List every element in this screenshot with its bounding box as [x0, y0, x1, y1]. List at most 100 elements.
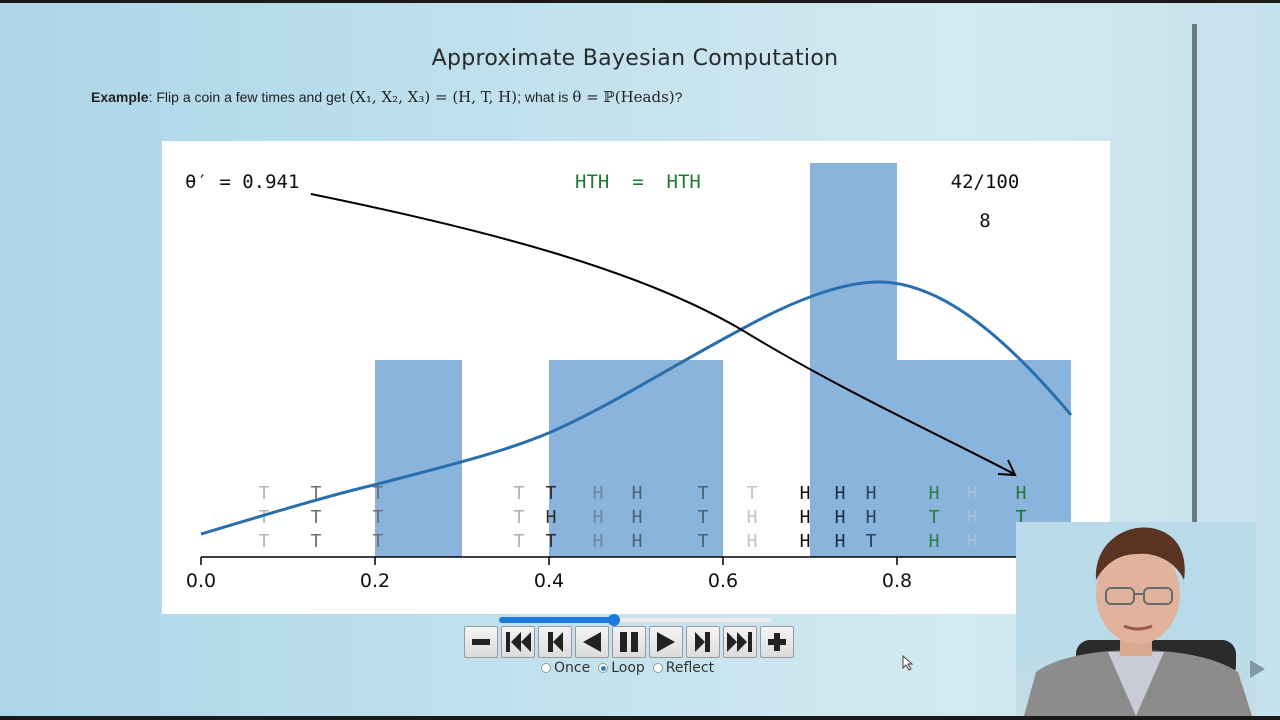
radio-once[interactable]	[541, 663, 551, 673]
proposal-arrow	[310, 193, 1015, 475]
slide-title: Approximate Bayesian Computation	[431, 46, 839, 71]
accepted-ratio: 42/100	[951, 171, 1020, 193]
svg-text:T: T	[514, 507, 525, 528]
mode-loop[interactable]: Loop	[598, 660, 645, 676]
sample-column: HHH	[632, 483, 643, 552]
svg-text:T: T	[514, 483, 525, 504]
svg-text:T: T	[698, 483, 709, 504]
next-frame-button[interactable]	[686, 626, 720, 658]
svg-text:H: H	[593, 507, 604, 528]
example-text-3: ?	[674, 89, 683, 105]
svg-text:T: T	[259, 507, 270, 528]
minus-icon	[472, 639, 490, 645]
pause-button[interactable]	[612, 626, 646, 658]
svg-text:H: H	[835, 507, 846, 528]
sample-column: TTT	[259, 483, 270, 552]
loop-mode-selector: Once Loop Reflect	[541, 660, 714, 676]
progress-slider-fill	[499, 617, 615, 623]
svg-text:T: T	[747, 483, 758, 504]
svg-text:H: H	[835, 531, 846, 552]
svg-text:T: T	[373, 483, 384, 504]
radio-loop[interactable]	[598, 663, 609, 673]
svg-text:H: H	[866, 483, 877, 504]
first-frame-button[interactable]	[501, 626, 535, 658]
svg-text:H: H	[835, 483, 846, 504]
x-tick-label: 0.8	[882, 570, 912, 592]
svg-text:T: T	[929, 507, 940, 528]
svg-text:T: T	[259, 531, 270, 552]
next-slide-arrow-icon[interactable]	[1250, 660, 1265, 678]
svg-text:T: T	[514, 531, 525, 552]
svg-text:T: T	[546, 483, 557, 504]
sample-counter: 8	[979, 210, 990, 232]
play-reverse-button[interactable]	[575, 626, 609, 658]
posterior-density-curve	[200, 280, 1073, 536]
bar-0.7-0.8	[810, 163, 897, 557]
skip-to-end-icon	[727, 632, 752, 652]
example-text-1: : Flip a coin a few times and get	[148, 89, 350, 105]
svg-text:H: H	[967, 483, 978, 504]
mode-reflect[interactable]: Reflect	[652, 660, 715, 676]
sample-column: TTT	[514, 483, 525, 552]
svg-text:T: T	[311, 507, 322, 528]
presenter-video-icon	[1024, 527, 1252, 716]
skip-to-start-icon	[506, 632, 531, 652]
step-back-icon	[548, 632, 563, 652]
svg-text:T: T	[373, 531, 384, 552]
sample-column: HHH	[967, 483, 978, 552]
player-controls	[464, 626, 794, 658]
sample-column-match: HTH	[929, 483, 940, 552]
x-tick-label: 0.4	[534, 570, 564, 592]
svg-text:H: H	[800, 507, 811, 528]
sample-column: HHH	[800, 483, 811, 552]
svg-text:T: T	[698, 531, 709, 552]
x-axis	[200, 556, 1072, 565]
radio-reflect[interactable]	[652, 663, 663, 673]
prev-frame-button[interactable]	[538, 626, 572, 658]
svg-text:T: T	[1016, 507, 1027, 528]
svg-text:T: T	[259, 483, 270, 504]
svg-text:H: H	[593, 483, 604, 504]
bar-0.2-0.3	[375, 360, 462, 557]
histogram-bars	[375, 163, 1071, 557]
svg-text:H: H	[800, 483, 811, 504]
slower-button[interactable]	[464, 626, 498, 658]
x-tick-label: 0.2	[360, 570, 390, 592]
svg-text:H: H	[800, 531, 811, 552]
match-label: HTH = HTH	[575, 171, 701, 193]
x-tick-label: 0.0	[186, 570, 216, 592]
sample-column: THH	[747, 483, 758, 552]
play-icon	[657, 632, 675, 652]
svg-text:H: H	[866, 507, 877, 528]
mode-once[interactable]: Once	[541, 660, 590, 676]
svg-text:H: H	[1016, 483, 1027, 504]
last-frame-button[interactable]	[723, 626, 757, 658]
svg-text:H: H	[929, 531, 940, 552]
svg-text:H: H	[929, 483, 940, 504]
sample-column: HHT	[866, 483, 877, 552]
coin-flip-samples: TTT TTT TTT TTT THT HHH HHH TTT	[259, 483, 1027, 552]
svg-text:H: H	[546, 507, 557, 528]
svg-text:H: H	[967, 507, 978, 528]
sample-column: TTT	[311, 483, 322, 552]
svg-text:H: H	[632, 531, 643, 552]
bottom-border	[0, 716, 1280, 720]
example-math-theta: θ = ℙ(Heads)	[572, 88, 675, 106]
sample-column: THT	[546, 483, 557, 552]
svg-text:H: H	[632, 483, 643, 504]
play-button[interactable]	[649, 626, 683, 658]
example-text-2: ; what is	[517, 89, 573, 105]
example-math-observation: (X₁, X₂, X₃) = (H, T, H)	[349, 88, 518, 106]
svg-text:H: H	[967, 531, 978, 552]
mode-reflect-label: Reflect	[665, 660, 715, 676]
svg-text:T: T	[373, 507, 384, 528]
svg-text:T: T	[311, 483, 322, 504]
faster-button[interactable]	[760, 626, 794, 658]
slide-divider	[1192, 24, 1197, 640]
step-forward-icon	[695, 632, 710, 652]
x-tick-labels: 0.0 0.2 0.4 0.6 0.8 1.0	[186, 570, 1086, 592]
arrowhead-icon	[997, 459, 1017, 477]
progress-slider-thumb[interactable]	[608, 614, 620, 626]
example-label: Example	[91, 89, 149, 105]
